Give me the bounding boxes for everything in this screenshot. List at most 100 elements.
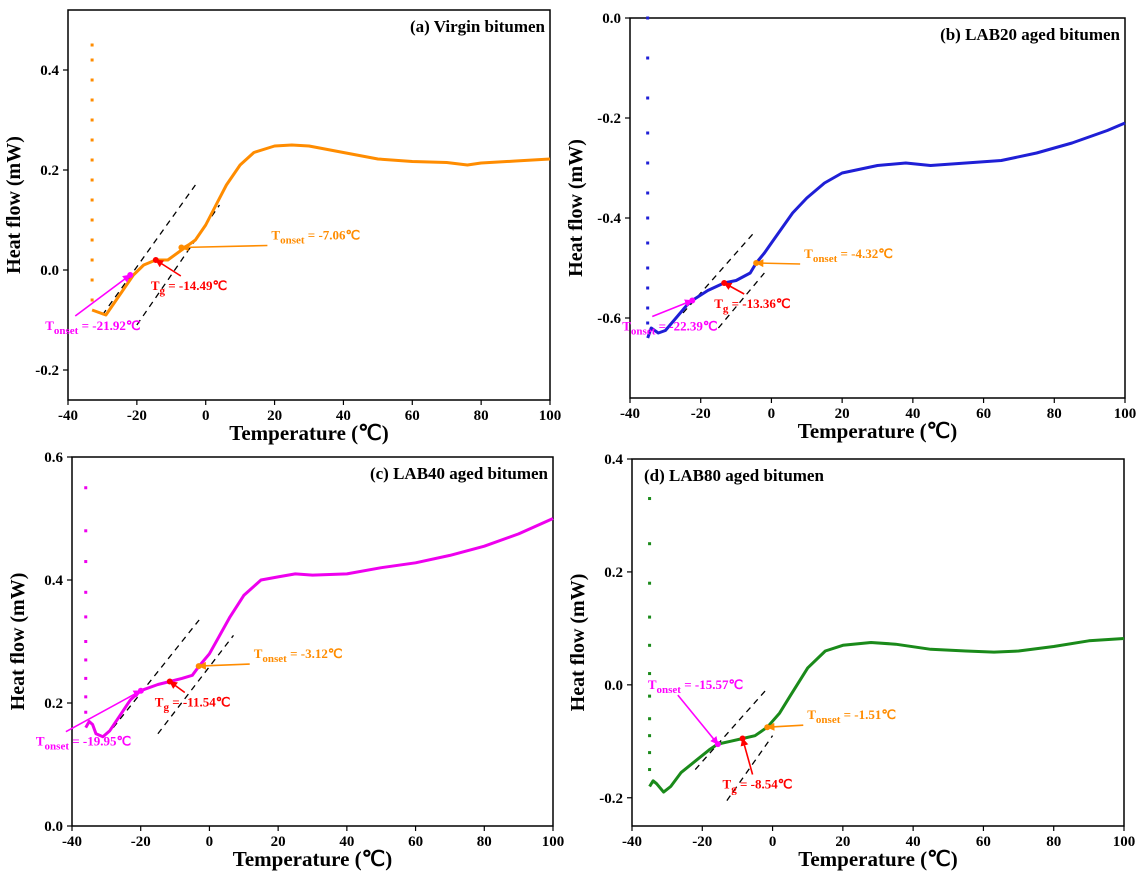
y-axis-label: Heat flow (mW) [565, 139, 587, 277]
annotation-value: = -7.06℃ [305, 228, 361, 243]
annotation-label: Tonset = -21.92℃ [45, 318, 140, 337]
annotation-symbol: T [807, 707, 816, 722]
y-axis-label: Heat flow (mW) [3, 136, 25, 274]
transient-point [84, 560, 88, 564]
annotation-label: Tg = -8.54℃ [723, 776, 793, 795]
transient-point [646, 191, 650, 195]
panel-title: (b) LAB20 aged bitumen [940, 25, 1120, 44]
annotation-symbol: T [271, 228, 280, 243]
transient-point [90, 58, 94, 62]
annotation-symbol: T [254, 646, 263, 661]
x-tick-label: 60 [405, 408, 420, 424]
y-tick-label: 0.4 [44, 573, 63, 589]
transient-point [648, 615, 652, 619]
tangent-line [694, 690, 767, 770]
y-tick-label: 0.2 [40, 163, 59, 179]
y-tick-label: 0.2 [44, 696, 63, 712]
annotation-subscript: onset [262, 653, 287, 665]
transient-point [646, 16, 650, 20]
annotation-subscript: g [159, 285, 165, 297]
annotation-arrow [169, 680, 186, 694]
x-tick-label: 60 [976, 406, 991, 422]
panel-title: (a) Virgin bitumen [410, 17, 546, 36]
x-tick-label: 80 [1046, 834, 1061, 850]
annotation-arrow [755, 259, 801, 268]
y-tick-label: 0.2 [604, 565, 623, 581]
x-tick-label: 80 [477, 834, 492, 850]
y-tick-label: 0.0 [604, 678, 623, 694]
x-tick-label: 20 [267, 408, 282, 424]
annotation-subscript: onset [816, 714, 841, 726]
y-tick-label: -0.2 [35, 363, 59, 379]
x-tick-label: 100 [1114, 406, 1137, 422]
x-tick-label: -40 [62, 834, 82, 850]
y-axis-label: Heat flow (mW) [7, 573, 29, 711]
annotation-symbol: T [45, 318, 54, 333]
tangent-line [726, 735, 774, 801]
transient-point [90, 258, 94, 262]
transient-point [648, 694, 652, 698]
annotation-symbol: T [155, 694, 164, 709]
transient-point [90, 78, 94, 82]
transient-point [84, 590, 88, 594]
transient-point [648, 717, 652, 721]
annotation-subscript: g [731, 783, 737, 795]
x-tick-label: 80 [474, 408, 489, 424]
transient-point [648, 751, 652, 755]
x-axis-label: Temperature (℃) [233, 847, 392, 871]
x-tick-label: 80 [1047, 406, 1062, 422]
heat-flow-curve [91, 143, 551, 317]
transient-point [90, 118, 94, 122]
annotation-value: = -14.49℃ [165, 278, 227, 293]
annotation-value: = -8.54℃ [737, 776, 793, 791]
transient-point [90, 178, 94, 182]
transient-point [646, 306, 650, 310]
annotation-symbol: T [36, 734, 45, 749]
transient-point [90, 298, 94, 302]
transient-point [646, 131, 650, 135]
annotation-label: Tonset = -4.32℃ [804, 246, 893, 265]
annotation-subscript: g [723, 303, 729, 315]
annotation-label: Tonset = -15.57℃ [648, 677, 743, 696]
transient-point [646, 56, 650, 60]
x-tick-label: 60 [408, 834, 423, 850]
annotation-value: = -15.57℃ [681, 677, 743, 692]
transient-point [90, 198, 94, 202]
annotation-value: = -11.54℃ [169, 694, 230, 709]
annotation-arrow [651, 299, 694, 318]
x-tick-label: -40 [58, 408, 78, 424]
transient-point [648, 734, 652, 738]
x-tick-label: 20 [271, 834, 286, 850]
heat-flow-curve [646, 121, 1126, 339]
transient-point [84, 640, 88, 643]
annotation-subscript: onset [45, 741, 70, 753]
transient-point [84, 695, 88, 699]
transient-point [84, 676, 88, 680]
tangent-line [157, 634, 234, 735]
y-axis-label: Heat flow (mW) [567, 574, 589, 712]
transient-point [90, 158, 94, 162]
panel-title: (d) LAB80 aged bitumen [644, 466, 824, 485]
x-tick-label: 100 [539, 408, 562, 424]
annotation-symbol: T [151, 278, 160, 293]
x-tick-label: 60 [976, 834, 991, 850]
y-tick-label: 0.0 [44, 819, 63, 835]
annotation-symbol: T [648, 677, 657, 692]
transient-point [90, 98, 94, 102]
transient-point [648, 672, 652, 676]
transient-point [90, 238, 94, 242]
transient-point [646, 216, 650, 220]
annotation-value: = -3.12℃ [287, 646, 343, 661]
x-tick-label: 0 [768, 406, 776, 422]
annotation-arrow [723, 282, 745, 295]
y-tick-label: 0.0 [40, 263, 59, 279]
annotation-arrow [74, 274, 131, 317]
annotation-symbol: T [622, 319, 631, 334]
x-tick-label: -20 [131, 834, 151, 850]
transient-point [84, 486, 88, 490]
heat-flow-curve [84, 517, 554, 739]
annotation-label: Tonset = -1.51℃ [807, 707, 896, 726]
annotation-subscript: onset [657, 684, 682, 696]
transient-point [84, 710, 88, 714]
